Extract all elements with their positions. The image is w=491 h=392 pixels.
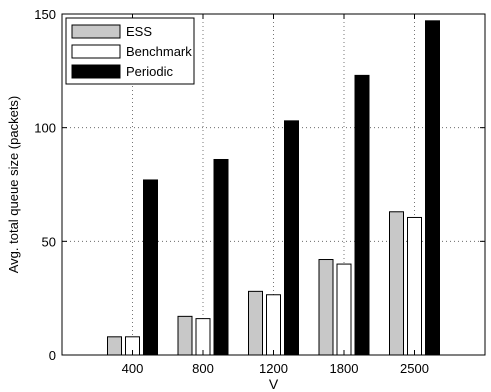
bar-periodic-800 <box>213 158 229 356</box>
x-tick-label: 1800 <box>330 361 359 376</box>
tick-layer: 400 800 1200 1800 2500 0 50 100 150 <box>34 7 485 376</box>
legend-swatch-benchmark <box>71 44 121 59</box>
x-tick-label: 400 <box>122 361 144 376</box>
bar-periodic-1200 <box>284 120 299 356</box>
y-axis-label: Avg. total queue size (packets) <box>6 96 21 274</box>
bar-ess-1200 <box>248 290 263 356</box>
bar-benchmark-800 <box>195 318 211 356</box>
legend-label-benchmark: Benchmark <box>126 44 192 59</box>
y-tick-label: 100 <box>34 121 56 136</box>
legend-swatch-periodic <box>71 64 121 79</box>
x-tick-label: 800 <box>192 361 214 376</box>
x-axis-label: V <box>269 376 279 392</box>
bar-periodic-2500 <box>425 20 440 356</box>
bar-ess-1800 <box>318 259 334 356</box>
bar-benchmark-2500 <box>407 216 422 356</box>
legend-swatch-ess <box>71 24 121 39</box>
bar-ess-800 <box>177 315 193 356</box>
legend: ESS Benchmark Periodic <box>65 17 195 85</box>
legend-label-ess: ESS <box>126 24 152 39</box>
y-tick-label: 50 <box>42 234 56 249</box>
bar-ess-400 <box>107 336 122 356</box>
bar-layer <box>107 20 440 356</box>
y-tick-label: 0 <box>49 348 56 363</box>
bar-periodic-400 <box>143 179 158 356</box>
bar-benchmark-1200 <box>266 294 281 356</box>
x-tick-label: 1200 <box>259 361 288 376</box>
legend-label-periodic: Periodic <box>126 64 173 79</box>
x-tick-label: 2500 <box>400 361 429 376</box>
bar-ess-2500 <box>389 211 404 356</box>
bar-periodic-1800 <box>354 74 370 356</box>
y-tick-label: 150 <box>34 7 56 22</box>
bar-benchmark-1800 <box>336 263 352 356</box>
